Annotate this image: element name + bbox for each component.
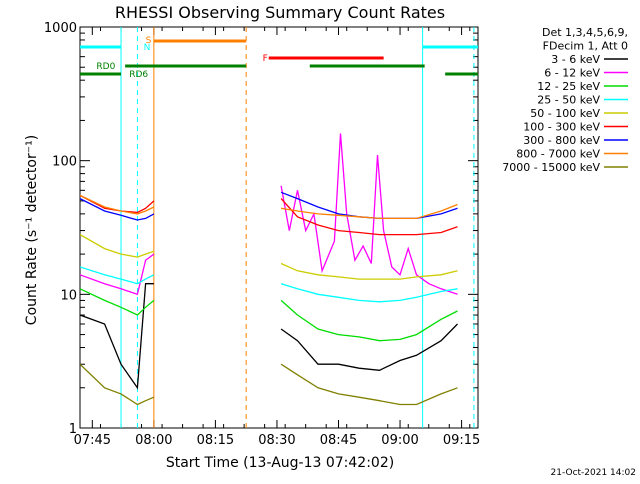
- x-axis-label: Start Time (13-Aug-13 07:42:02): [166, 455, 394, 471]
- legend-header: FDecim 1, Att 0: [543, 40, 628, 53]
- footer-date: 21-Oct-2021 14:02: [551, 468, 636, 478]
- x-tick-label: 07:45: [74, 433, 111, 448]
- x-tick-label: 08:30: [258, 433, 295, 448]
- state-label: RD6: [129, 70, 148, 80]
- legend-entry: 12 - 25 keV: [537, 80, 600, 93]
- state-label: F: [263, 54, 268, 64]
- series-group: [80, 27, 475, 428]
- y-tick-label: 1: [69, 422, 77, 437]
- state-label: RD0: [96, 62, 115, 72]
- series-line: [80, 253, 155, 296]
- y-tick-label: 100: [52, 155, 77, 170]
- series-line: [280, 363, 458, 406]
- legend-header: Det 1,3,4,5,6,9,: [542, 26, 628, 39]
- plot-area: 07:45 08:00 08:15 08:30 08:45 09:00 09:15 1 10 10…: [44, 21, 480, 448]
- series-line: [80, 234, 155, 258]
- series-line: [80, 288, 155, 316]
- x-tick-label: 09:00: [381, 433, 418, 448]
- legend-entry: 7000 - 15000 keV: [502, 161, 600, 174]
- series-line: [80, 363, 155, 406]
- legend-entry: 25 - 50 keV: [537, 94, 600, 107]
- y-tick-label: 1000: [44, 21, 77, 36]
- series-line: [80, 194, 155, 215]
- legend-entry: 6 - 12 keV: [544, 67, 600, 80]
- chart-title: RHESSI Observing Summary Count Rates: [115, 3, 445, 22]
- state-label: S: [146, 36, 152, 46]
- x-tick-label: 09:15: [443, 433, 480, 448]
- legend-entry: 800 - 7000 keV: [516, 148, 600, 161]
- legend-entry: 300 - 800 keV: [523, 134, 600, 147]
- series-line: [280, 203, 458, 220]
- state-label: N: [144, 43, 151, 53]
- x-tick-label: 08:00: [135, 433, 172, 448]
- series-line: [280, 323, 458, 371]
- series-line: [280, 299, 458, 342]
- series-line: [80, 198, 155, 221]
- legend-entry: 3 - 6 keV: [551, 53, 600, 66]
- x-tick-label: 08:15: [197, 433, 234, 448]
- y-axis-label: Count Rate (s⁻¹ detector⁻¹): [24, 135, 40, 325]
- y-tick-label: 10: [60, 288, 77, 303]
- series-line: [280, 262, 458, 280]
- series-line: [280, 133, 458, 295]
- legend: Det 1,3,4,5,6,9,FDecim 1, Att 03 - 6 keV…: [502, 26, 628, 174]
- legend-entry: 50 - 100 keV: [530, 107, 600, 120]
- series-line: [80, 266, 155, 285]
- series-line: [280, 198, 458, 236]
- series-line: [80, 194, 155, 214]
- series-line: [80, 283, 154, 390]
- plot-frame: [79, 26, 479, 429]
- series-line: [280, 283, 458, 303]
- x-tick-label: 08:45: [320, 433, 357, 448]
- legend-entry: 100 - 300 keV: [523, 121, 600, 134]
